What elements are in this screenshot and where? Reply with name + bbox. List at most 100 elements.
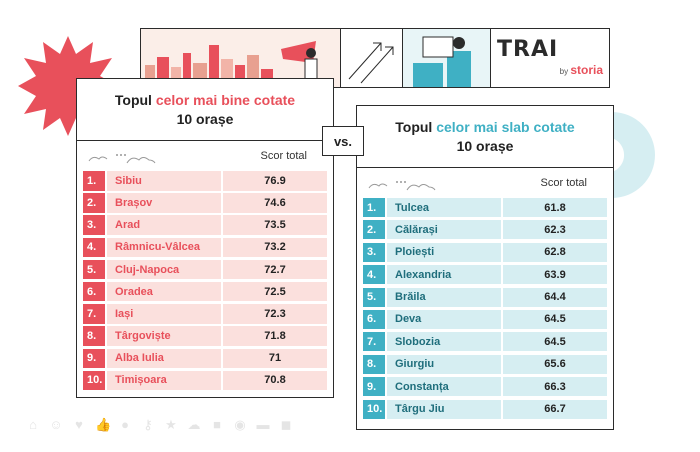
sofa-icon: ▬ [256, 417, 270, 432]
score-value: 62.8 [503, 242, 607, 262]
score-value: 64.4 [503, 287, 607, 307]
city-name: Cluj-Napoca [107, 259, 221, 280]
table-row: 10. Timișoara 70.8 [83, 370, 327, 391]
score-value: 72.7 [223, 259, 327, 280]
score-value: 71.8 [223, 326, 327, 346]
score-value: 70.8 [223, 370, 327, 391]
rank-number: 5. [83, 259, 105, 280]
table-row: 3. Arad 73.5 [83, 215, 327, 235]
rank-number: 10. [363, 399, 385, 419]
logo-by-text: by [559, 67, 569, 76]
table-row: 10. Târgu Jiu 66.7 [363, 399, 607, 419]
city-name: Oradea [107, 281, 221, 302]
rank-number: 8. [363, 354, 385, 374]
table-row: 7. Iași 72.3 [83, 304, 327, 324]
best-rated-card: Topul celor mai bine cotate 10 orașe Sco… [76, 78, 334, 398]
city-name: Brăila [387, 287, 501, 307]
score-value: 61.8 [503, 198, 607, 217]
worst-rated-title: Topul celor mai slab cotate 10 orașe [357, 106, 613, 168]
table-row: 1. Sibiu 76.9 [83, 171, 327, 191]
chat-icon: ◼ [280, 417, 292, 432]
city-name: Slobozia [387, 332, 501, 352]
trai-logo: TRAI by storia [491, 29, 609, 87]
table-row: 4. Râmnicu-Vâlcea 73.2 [83, 237, 327, 258]
score-value: 64.5 [503, 332, 607, 352]
city-name: Constanța [387, 377, 501, 397]
city-name: Deva [387, 309, 501, 329]
rank-number: 3. [363, 242, 385, 262]
clouds-icon [368, 181, 436, 191]
teal-arc-decoration [612, 112, 655, 198]
table-row: 5. Cluj-Napoca 72.7 [83, 259, 327, 280]
rank-number: 9. [83, 348, 105, 368]
score-value: 73.5 [223, 215, 327, 235]
pin-icon: ● [121, 417, 129, 432]
rank-number: 6. [83, 281, 105, 302]
city-name: Alba Iulia [107, 348, 221, 368]
score-value: 71 [223, 348, 327, 368]
cloud-icon: ☁ [187, 417, 201, 432]
score-value: 73.2 [223, 237, 327, 258]
rank-number: 3. [83, 215, 105, 235]
table-header: Scor total [357, 168, 613, 198]
smile-icon: ☺ [49, 417, 63, 432]
home-icon: ⌂ [29, 417, 37, 432]
score-value: 66.7 [503, 399, 607, 419]
score-value: 74.6 [223, 193, 327, 213]
rank-number: 4. [363, 265, 385, 285]
city-name: Giurgiu [387, 354, 501, 374]
best-rated-title: Topul celor mai bine cotate 10 orașe [77, 79, 333, 141]
table-row: 7. Slobozia 64.5 [363, 332, 607, 352]
score-value: 63.9 [503, 265, 607, 285]
score-value: 76.9 [223, 171, 327, 191]
city-name: Călărași [387, 220, 501, 240]
thumbs-up-icon: 👍 [95, 417, 112, 432]
title-line2: 10 orașe [176, 110, 234, 127]
worst-rated-card: Topul celor mai slab cotate 10 orașe Sco… [356, 105, 614, 430]
city-name: Timișoara [107, 370, 221, 391]
title-prefix: Topul [114, 91, 156, 108]
score-value: 72.5 [223, 281, 327, 302]
rank-number: 5. [363, 287, 385, 307]
table-row: 3. Ploiești 62.8 [363, 242, 607, 262]
city-name: Tulcea [387, 198, 501, 217]
arrows-illustration [341, 29, 403, 87]
city-name: Alexandria [387, 265, 501, 285]
city-name: Iași [107, 304, 221, 324]
rank-number: 10. [83, 370, 105, 391]
rank-number: 2. [363, 220, 385, 240]
rank-number: 1. [363, 198, 385, 217]
score-column-header: Scor total [260, 150, 307, 162]
eye-icon: ◉ [234, 417, 246, 432]
title-highlight: celor mai bine cotate [155, 91, 296, 108]
table-row: 1. Tulcea 61.8 [363, 198, 607, 217]
table-row: 6. Deva 64.5 [363, 309, 607, 329]
city-name: Arad [107, 215, 221, 235]
table-row: 4. Alexandria 63.9 [363, 265, 607, 285]
lock-icon: ■ [213, 417, 221, 432]
rank-number: 8. [83, 326, 105, 346]
builder-illustration [403, 29, 491, 87]
title-prefix: Topul [395, 118, 437, 135]
score-value: 66.3 [503, 377, 607, 397]
table-row: 5. Brăila 64.4 [363, 287, 607, 307]
rank-number: 6. [363, 309, 385, 329]
rank-number: 9. [363, 377, 385, 397]
logo-byline: by storia [560, 63, 603, 77]
star-icon: ★ [165, 417, 177, 432]
logo-letters: TRAI [497, 37, 559, 62]
rank-number: 1. [83, 171, 105, 191]
city-name: Ploiești [387, 242, 501, 262]
table-row: 6. Oradea 72.5 [83, 281, 327, 302]
score-value: 65.6 [503, 354, 607, 374]
score-column-header: Scor total [540, 177, 587, 189]
clouds-icon [88, 154, 156, 164]
table-row: 9. Alba Iulia 71 [83, 348, 327, 368]
storia-brand: storia [570, 63, 603, 77]
city-name: Târgu Jiu [387, 399, 501, 419]
best-rated-rows: 1. Sibiu 76.9 2. Brașov 74.6 3. Arad 73.5 4. Râmni… [77, 171, 333, 391]
vs-badge: vs. [322, 126, 364, 156]
title-highlight: celor mai slab cotate [436, 118, 575, 135]
score-value: 64.5 [503, 309, 607, 329]
table-row: 9. Constanța 66.3 [363, 377, 607, 397]
